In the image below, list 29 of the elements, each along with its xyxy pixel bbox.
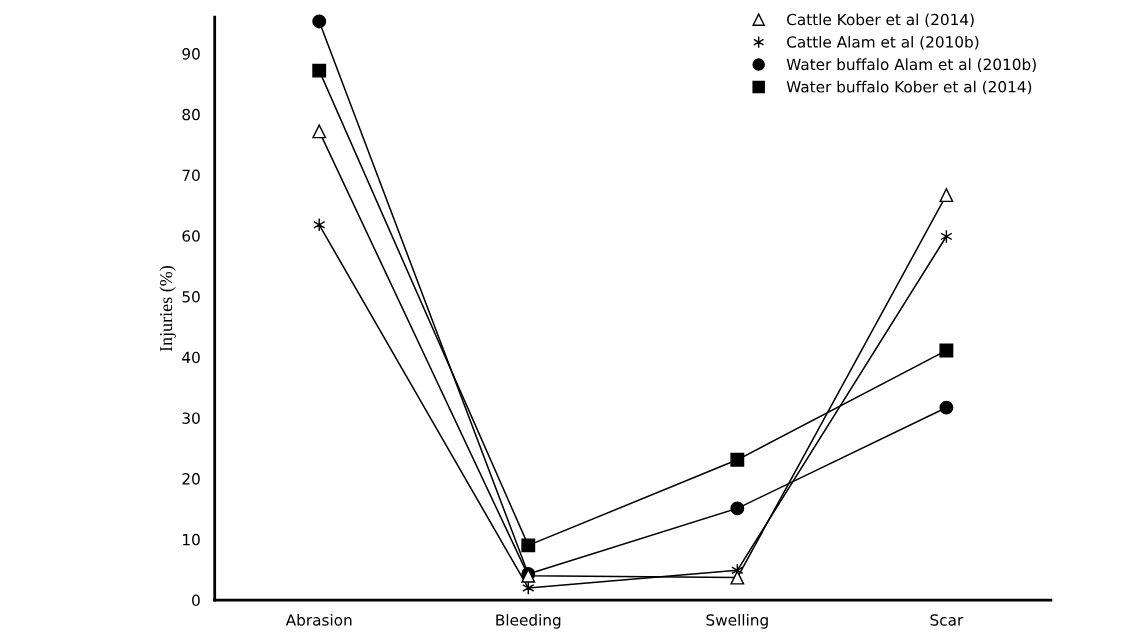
point <box>521 538 536 553</box>
x-tick-label: Bleeding <box>496 613 561 629</box>
y-tick-label: 70 <box>182 169 200 182</box>
y-tick-label: 10 <box>183 533 200 546</box>
point <box>730 570 745 585</box>
y-tick-label: 90 <box>182 48 200 60</box>
legend-label: Cattle Alam et al (2010b) <box>787 35 979 50</box>
point <box>312 63 327 78</box>
y-tick-label: 80 <box>182 108 200 121</box>
point <box>939 188 954 203</box>
legend-label: Cattle Kober et al (2014) <box>787 13 974 28</box>
point <box>939 343 954 358</box>
y-axis-title: Injuries (%) <box>159 266 176 352</box>
point <box>312 124 327 139</box>
x-tick-label: Scar <box>930 614 964 626</box>
point <box>730 501 745 516</box>
y-tick-label: 50 <box>182 290 200 303</box>
x-tick-label: Abrasion <box>285 613 352 626</box>
y-tick-label: 30 <box>182 412 200 424</box>
x-tick-label: Swelling <box>706 613 768 629</box>
point <box>312 14 327 29</box>
legend-label: Water buffalo Alam et al (2010b) <box>786 58 1036 72</box>
y-tick-label: 40 <box>182 351 200 364</box>
point <box>730 452 745 467</box>
legend-label: Water buffalo Kober et al (2014) <box>786 80 1032 95</box>
y-tick-label: 60 <box>182 230 200 242</box>
point <box>939 400 954 415</box>
y-tick-label: 0 <box>192 594 200 607</box>
y-tick-label: 20 <box>182 473 200 485</box>
